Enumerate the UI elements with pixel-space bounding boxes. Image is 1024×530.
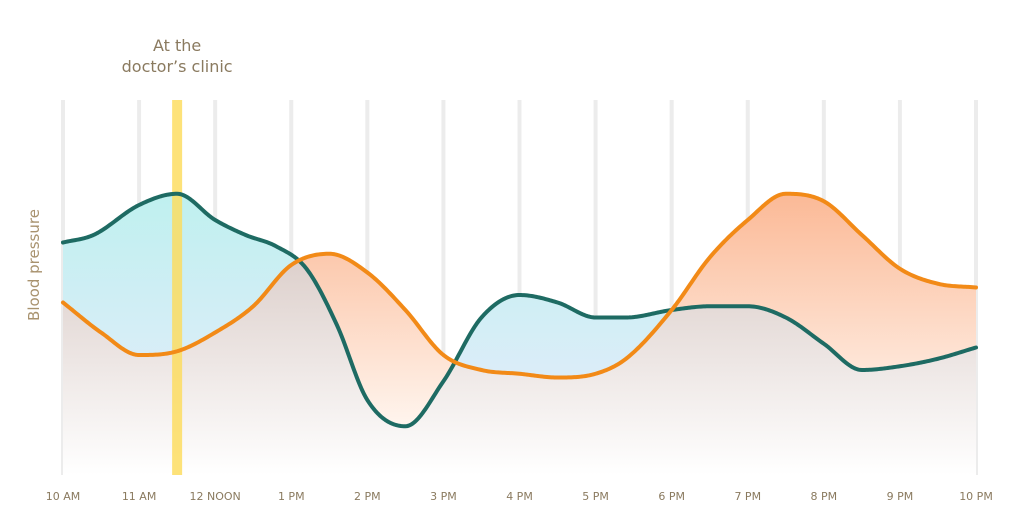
x-tick-label: 4 PM xyxy=(506,490,533,503)
orange-series-area xyxy=(63,193,976,427)
series-line-teal xyxy=(61,191,978,429)
lower-envelope-area xyxy=(63,260,976,475)
x-tick-label: 2 PM xyxy=(354,490,381,503)
x-tick-label: 6 PM xyxy=(658,490,685,503)
annotation-line-1: At the xyxy=(153,36,201,55)
x-tick-label: 5 PM xyxy=(582,490,609,503)
x-tick-label: 12 NOON xyxy=(190,490,241,503)
series-line-orange xyxy=(61,191,978,380)
teal-series-area xyxy=(63,193,976,427)
x-tick-label: 3 PM xyxy=(430,490,457,503)
x-tick-label: 10 PM xyxy=(959,490,993,503)
x-tick-label: 8 PM xyxy=(811,490,838,503)
x-tick-label: 1 PM xyxy=(278,490,305,503)
x-tick-label: 7 PM xyxy=(734,490,761,503)
x-axis-tick-labels: 10 AM 11 AM 12 NOON 1 PM 2 PM 3 PM 4 PM 5 PM 6 P… xyxy=(46,490,993,503)
x-tick-label: 10 AM xyxy=(46,490,81,503)
x-tick-label: 9 PM xyxy=(887,490,914,503)
y-axis-label: Blood pressure xyxy=(25,209,43,321)
clinic-visit-highlight xyxy=(172,100,183,475)
annotation-line-2: doctor’s clinic xyxy=(122,57,233,76)
x-tick-label: 11 AM xyxy=(122,490,157,503)
